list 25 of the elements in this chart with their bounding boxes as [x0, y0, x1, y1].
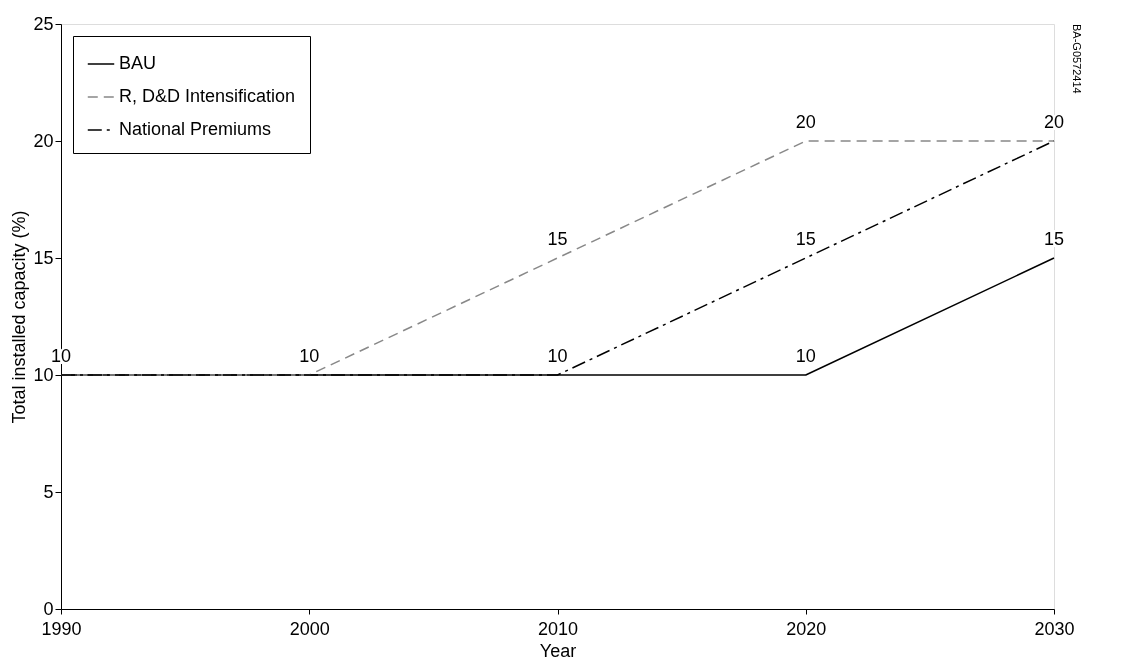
x-tick-label: 1990: [41, 618, 82, 639]
x-tick-label: 2020: [786, 618, 827, 639]
legend-label: National Premiums: [119, 119, 272, 139]
data-label: 15: [1043, 229, 1065, 249]
legend-label: BAU: [119, 53, 157, 73]
y-tick-label: 20: [33, 130, 54, 151]
data-label: 10: [299, 346, 320, 366]
legend-label: R, D&D Intensification: [119, 86, 296, 106]
x-tick-label: 2030: [1034, 618, 1075, 639]
x-axis-title: Year: [539, 640, 577, 661]
y-tick-label: 15: [33, 247, 54, 268]
data-label: 15: [795, 229, 816, 249]
y-tick-label: 0: [43, 598, 54, 619]
data-label: 10: [795, 346, 816, 366]
data-label: 10: [547, 346, 568, 366]
text: BA-G0572414: [1071, 24, 1083, 94]
data-label: 15: [547, 229, 568, 249]
y-tick-label: 25: [33, 13, 54, 34]
x-tick-label: 2000: [289, 618, 330, 639]
x-tick-label: 2010: [537, 618, 579, 639]
y-tick-label: 10: [33, 364, 54, 385]
y-axis-title: Total installed capacity (%): [9, 210, 30, 424]
data-label: 20: [1043, 112, 1065, 132]
y-tick-label: 5: [43, 481, 54, 502]
data-label: 20: [795, 112, 816, 132]
